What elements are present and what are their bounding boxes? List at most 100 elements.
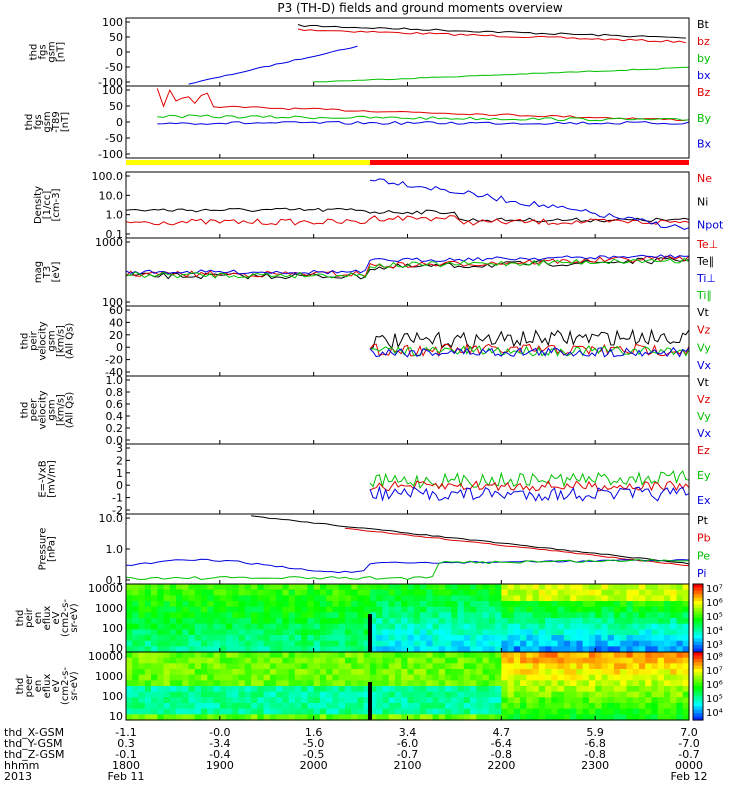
spectrogram-cell bbox=[645, 657, 653, 664]
spectrogram-cell bbox=[482, 595, 490, 602]
spectrogram-cell bbox=[513, 697, 521, 704]
spectrogram-cell bbox=[670, 595, 678, 602]
x-axis-tick-label: -1.1 bbox=[115, 726, 136, 739]
spectrogram-cell bbox=[394, 646, 402, 653]
spectrogram-cell bbox=[576, 697, 584, 704]
spectrogram-cell bbox=[438, 635, 446, 642]
spectrogram-cell bbox=[332, 708, 340, 715]
spectrogram-cell bbox=[226, 623, 233, 630]
spectrogram-cell bbox=[232, 612, 240, 619]
spectrogram-cell bbox=[445, 589, 452, 596]
y-axis-label-line: (All Qs) bbox=[65, 323, 76, 360]
spectrogram-cell bbox=[207, 663, 215, 670]
spectrogram-cell bbox=[151, 589, 158, 596]
spectrogram-cell bbox=[376, 612, 384, 619]
spectrogram-cell bbox=[538, 612, 546, 619]
spectrogram-cell bbox=[638, 635, 646, 642]
y-axis-label-line: E=-VxB bbox=[38, 460, 49, 497]
spectrogram-cell bbox=[288, 601, 296, 608]
colorbar-label: 10⁴ bbox=[706, 626, 723, 637]
spectrogram-cell bbox=[426, 584, 434, 591]
spectrogram-cell bbox=[632, 697, 640, 704]
spectrogram-cell bbox=[563, 584, 571, 591]
spectrogram-cell bbox=[532, 714, 540, 721]
spectrogram-cell bbox=[313, 663, 321, 670]
spectrogram-cell bbox=[538, 697, 546, 704]
spectrogram-cell bbox=[201, 674, 208, 681]
spectrogram-cell bbox=[601, 601, 609, 608]
spectrogram-cell bbox=[319, 612, 327, 619]
panel-frame bbox=[125, 375, 690, 445]
spectrogram-cell bbox=[438, 652, 446, 659]
spectrogram-cell bbox=[238, 680, 246, 687]
spectrogram-cell bbox=[545, 663, 552, 670]
spectrogram-cell bbox=[138, 714, 146, 721]
spectrogram-cell bbox=[451, 584, 459, 591]
spectrogram-cell bbox=[588, 669, 596, 676]
spectrogram-cell bbox=[513, 606, 521, 613]
colorbar-segment bbox=[693, 597, 703, 602]
spectrogram-cell bbox=[344, 646, 352, 653]
spectrogram-cell bbox=[451, 589, 459, 596]
spectrogram-cell bbox=[288, 657, 296, 664]
spectrogram-cell bbox=[538, 646, 546, 653]
spectrogram-cell bbox=[288, 674, 296, 681]
spectrogram-cell bbox=[620, 714, 628, 721]
spectrogram-cell bbox=[401, 595, 409, 602]
spectrogram-cell bbox=[657, 601, 665, 608]
spectrogram-cell bbox=[219, 657, 227, 664]
spectrogram-cell bbox=[238, 640, 246, 647]
spectrogram-cell bbox=[326, 703, 334, 710]
spectrogram-cell bbox=[657, 652, 665, 659]
spectrogram-cell bbox=[513, 708, 521, 715]
spectrogram-cell bbox=[163, 618, 171, 625]
colorbar-segment bbox=[693, 699, 703, 704]
spectrogram-cell bbox=[438, 663, 446, 670]
spectrogram-cell bbox=[201, 584, 208, 591]
spectrogram-cell bbox=[163, 657, 171, 664]
spectrogram-cell bbox=[313, 697, 321, 704]
spectrogram-cell bbox=[213, 629, 221, 636]
spectrogram-cell bbox=[682, 612, 690, 619]
spectrogram-cell bbox=[526, 680, 534, 687]
spectrogram-cell bbox=[301, 623, 309, 630]
y-axis-label-line: eV bbox=[51, 679, 62, 692]
y-axis-label-line: gsm bbox=[47, 330, 58, 351]
spectrogram-cell bbox=[645, 686, 653, 693]
spectrogram-cell bbox=[676, 629, 684, 636]
spectrogram-cell bbox=[445, 606, 452, 613]
spectrogram-cell bbox=[338, 686, 346, 693]
spectrogram-cell bbox=[132, 618, 140, 625]
spectrogram-cell bbox=[520, 674, 527, 681]
spectrogram-cell bbox=[663, 629, 671, 636]
spectrogram-cell bbox=[607, 601, 615, 608]
spectrogram-cell bbox=[651, 640, 659, 647]
spectrogram-cell bbox=[388, 584, 396, 591]
spectrogram-cell bbox=[394, 686, 402, 693]
spectrogram-cell bbox=[582, 686, 590, 693]
colorbar-frame bbox=[692, 651, 704, 721]
spectrogram-cell bbox=[401, 669, 409, 676]
spectrogram-cell bbox=[126, 657, 133, 664]
y-tick-label: 1000 bbox=[95, 236, 123, 249]
spectrogram-cell bbox=[663, 646, 671, 653]
spectrogram-cell bbox=[507, 652, 515, 659]
spectrogram-cell bbox=[363, 629, 371, 636]
spectrogram-cell bbox=[526, 601, 534, 608]
spectrogram-cell bbox=[582, 635, 590, 642]
spectrogram-cell bbox=[288, 703, 296, 710]
spectrogram-cell bbox=[476, 618, 484, 625]
spectrogram-cell bbox=[151, 629, 158, 636]
spectrogram-cell bbox=[194, 640, 202, 647]
spectrogram-cell bbox=[676, 606, 684, 613]
spectrogram-cell bbox=[201, 680, 208, 687]
legend-entry-Vt: Vt bbox=[697, 306, 710, 319]
spectrogram-cell bbox=[376, 697, 384, 704]
spectrogram-cell bbox=[263, 584, 271, 591]
spectrogram-cell bbox=[420, 606, 427, 613]
spectrogram-cell bbox=[307, 618, 315, 625]
spectrogram-cell bbox=[226, 652, 233, 659]
spectrogram-cell bbox=[445, 640, 452, 647]
spectrogram-cell bbox=[182, 686, 190, 693]
spectrogram-cell bbox=[351, 652, 359, 659]
